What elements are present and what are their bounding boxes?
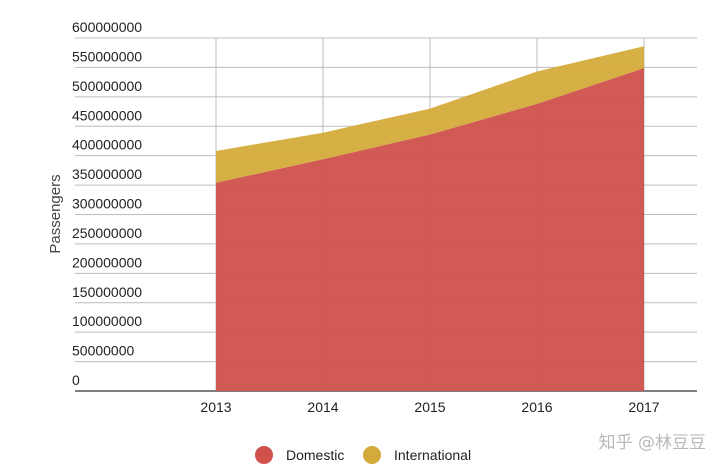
x-tick-label: 2014 [307,399,338,415]
x-axis-ticks: 2013 2014 2015 2016 2017 [200,399,659,415]
area-international [216,46,644,183]
legend-label-international: International [394,447,471,463]
y-tick-label: 350000000 [72,166,142,182]
y-tick-label: 200000000 [72,254,142,270]
x-tick-label: 2017 [628,399,659,415]
legend-swatch-international [363,446,381,464]
y-tick-label: 450000000 [72,107,142,123]
y-axis-label: Passengers [47,174,64,253]
area-domestic [216,68,644,391]
y-tick-label: 250000000 [72,225,142,241]
area-series [216,46,644,391]
legend: Domestic International [255,446,471,464]
y-tick-label: 150000000 [72,284,142,300]
y-tick-label: 600000000 [72,19,142,35]
y-tick-label: 500000000 [72,78,142,94]
y-tick-label: 100000000 [72,313,142,329]
x-tick-label: 2015 [414,399,445,415]
y-axis-ticks: 6000000005500000005000000004500000004000… [72,19,142,388]
y-tick-label: 300000000 [72,196,142,212]
legend-label-domestic: Domestic [286,447,344,463]
watermark: 知乎 @林豆豆 [599,433,706,453]
legend-swatch-domestic [255,446,273,464]
y-tick-label: 550000000 [72,48,142,64]
x-tick-label: 2016 [521,399,552,415]
y-tick-label: 0 [72,372,80,388]
y-tick-label: 50000000 [72,343,135,359]
y-tick-label: 400000000 [72,137,142,153]
x-tick-label: 2013 [200,399,231,415]
